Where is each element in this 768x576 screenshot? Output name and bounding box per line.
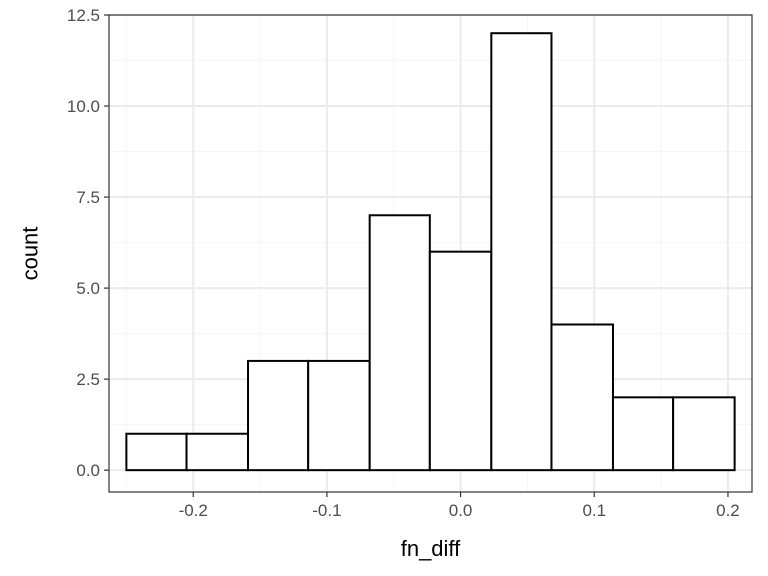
y-tick-label: 12.5: [67, 6, 100, 25]
histogram-bar: [490, 32, 553, 472]
y-axis-title: count: [18, 227, 43, 281]
y-tick-label: 7.5: [76, 188, 100, 207]
panel-border: [108, 14, 753, 493]
x-tick-label: -0.1: [312, 501, 341, 520]
histogram-bar: [247, 359, 310, 472]
y-tick-label: 0.0: [76, 461, 100, 480]
x-axis-title: fn_diff: [401, 536, 461, 561]
histogram-bar: [307, 359, 371, 472]
bars: [125, 32, 736, 472]
histogram-bar: [185, 432, 250, 472]
histogram-bar: [550, 323, 614, 472]
histogram-bar: [428, 250, 493, 472]
x-tick-label: 0.1: [582, 501, 606, 520]
histogram-bar: [611, 396, 675, 472]
y-tick-label: 10.0: [67, 97, 100, 116]
histogram-bar: [672, 396, 736, 472]
axes: -0.2 -0.1 0.0 0.1 0.2 0.0 2.5 5.0 7.5 10.0 12.5: [67, 6, 740, 520]
histogram-bar: [125, 432, 188, 472]
y-tick-label: 5.0: [76, 279, 100, 298]
x-tick-label: 0.2: [716, 501, 740, 520]
histogram-bar: [368, 214, 431, 472]
x-tick-label: -0.2: [179, 501, 208, 520]
y-tick-label: 2.5: [76, 370, 100, 389]
x-tick-label: 0.0: [449, 501, 473, 520]
